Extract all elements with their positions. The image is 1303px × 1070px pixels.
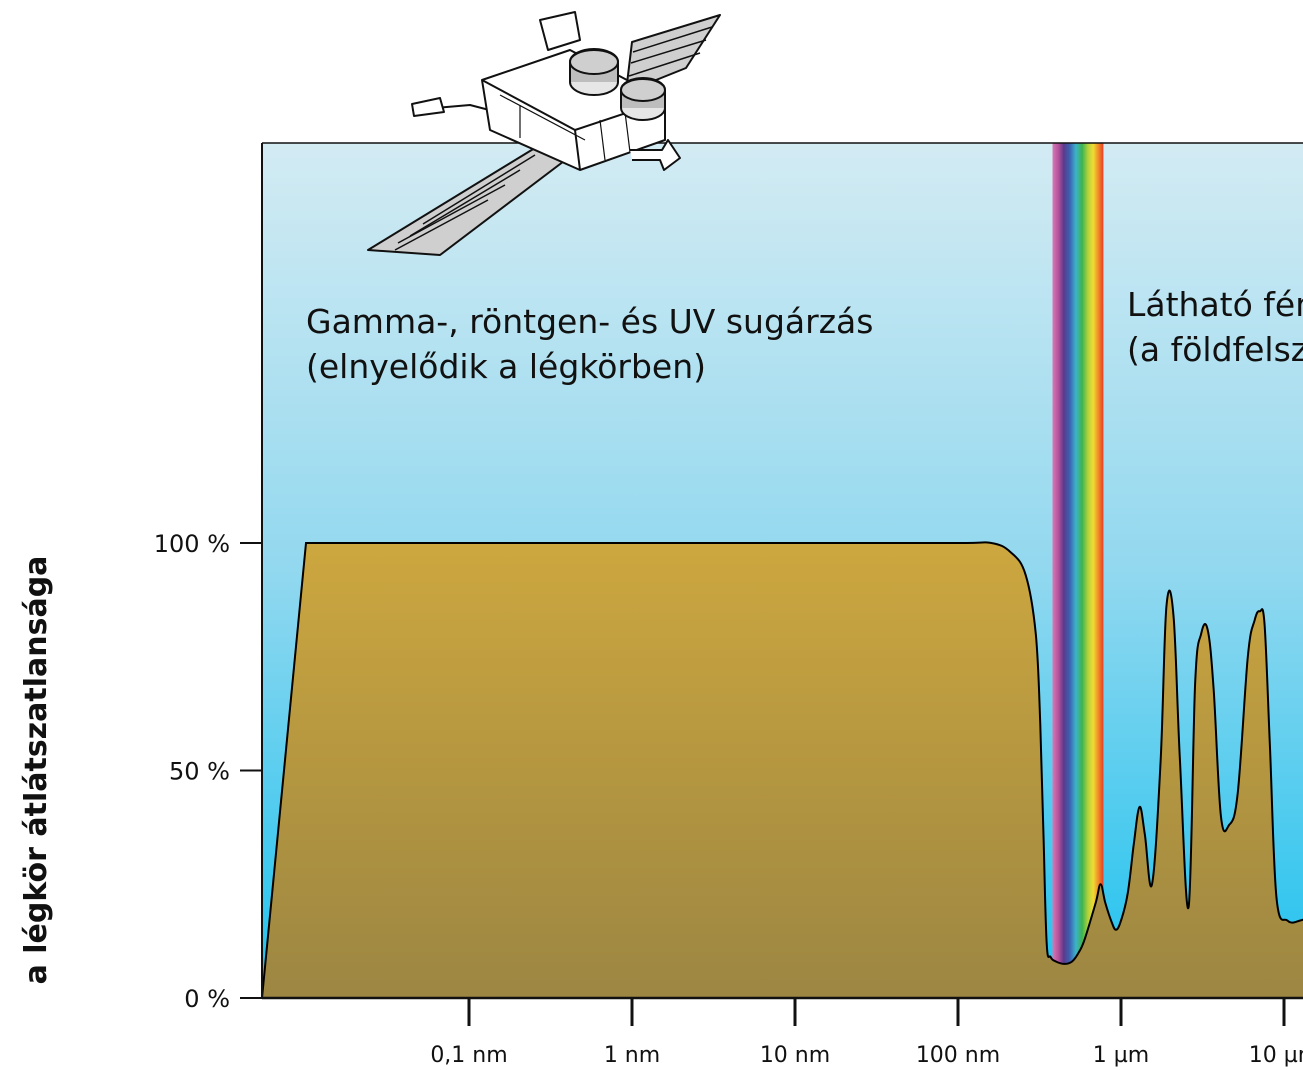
y-axis-label: a légkör átlátszatlansága	[19, 556, 54, 985]
annotation-visible-line1: Látható fény	[1127, 285, 1303, 324]
y-tick-label: 100 %	[154, 530, 230, 558]
x-tick-label: 0,1 nm	[430, 1043, 507, 1068]
x-tick-label: 10 µm	[1249, 1043, 1303, 1068]
y-tick-label: 0 %	[184, 985, 230, 1013]
visible-light-band	[1052, 143, 1104, 998]
x-tick-group: 0,1 nm 1 nm 10 nm 100 nm 1 µm 10 µm	[430, 998, 1303, 1068]
opacity-area	[262, 541, 1303, 998]
satellite-icon	[367, 11, 721, 256]
annotation-uv-line1: Gamma-, röntgen- és UV sugárzás	[306, 302, 873, 341]
x-tick-label: 1 µm	[1093, 1043, 1149, 1068]
x-tick-label: 1 nm	[604, 1043, 660, 1068]
y-tick-group: 0 % 50 % 100 %	[154, 530, 262, 1013]
annotation-uv-line2: (elnyelődik a légkörben)	[306, 347, 706, 386]
x-tick-label: 10 nm	[760, 1043, 830, 1068]
y-tick-label: 50 %	[169, 758, 230, 786]
x-tick-label: 100 nm	[916, 1043, 1000, 1068]
annotation-visible-line2: (a földfelszínről megfigyelhető)	[1127, 330, 1303, 369]
